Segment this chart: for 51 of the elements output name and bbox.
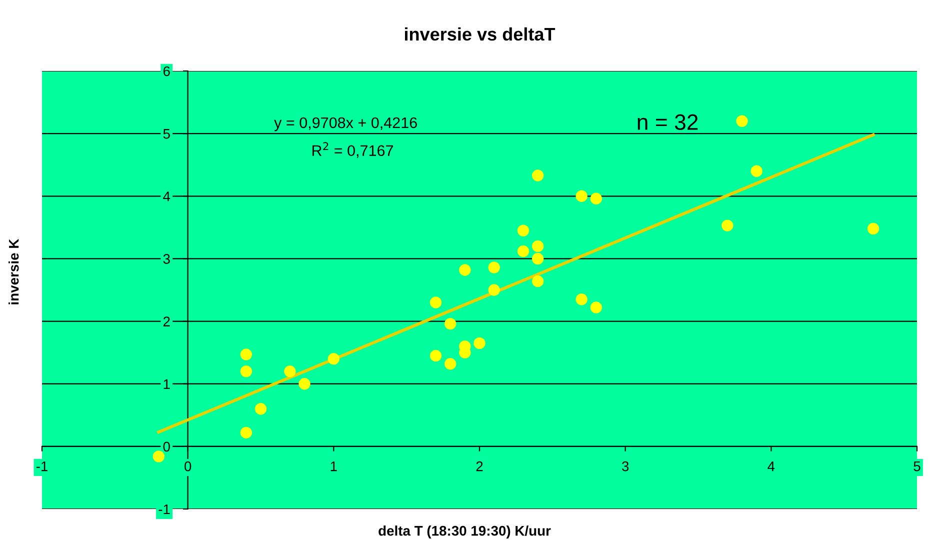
point: [722, 220, 734, 232]
point: [532, 170, 544, 182]
x-tick-label: 4: [768, 462, 775, 472]
point: [488, 284, 500, 296]
point: [152, 450, 165, 462]
point: [532, 252, 544, 265]
point: [736, 115, 748, 127]
point: [298, 378, 310, 390]
chart-title: inversie vs deltaT: [404, 27, 556, 41]
x-tick-label: 3: [622, 461, 629, 472]
x-tick-label: -1: [36, 462, 48, 472]
point: [240, 366, 252, 378]
point: [590, 302, 602, 314]
point: [532, 275, 544, 288]
annotation: n = 32: [638, 114, 698, 130]
point: [532, 240, 544, 252]
point: [488, 262, 500, 274]
y-axis-title: inversie K: [8, 238, 19, 304]
x-tick-label: 5: [914, 462, 920, 472]
x-axis-title: delta T (18:30 19:30) K/uur: [378, 526, 551, 538]
point: [254, 403, 267, 415]
point: [328, 352, 340, 365]
y-tick-label: 1: [164, 379, 170, 389]
point: [284, 366, 296, 378]
x-tick-label: 1: [330, 462, 337, 472]
y-tick-label: 6: [163, 66, 170, 76]
point: [240, 426, 252, 439]
point: [576, 190, 588, 202]
point: [430, 296, 442, 308]
point: [867, 222, 880, 235]
point: [240, 348, 252, 360]
x-tick-label: 0: [184, 461, 192, 472]
point: [517, 224, 530, 236]
point: [474, 337, 486, 350]
point: [430, 350, 442, 362]
annotation: y = 0,9708x + 0,4216: [274, 117, 417, 132]
point: [444, 358, 456, 370]
point: [444, 318, 456, 330]
point: [576, 294, 588, 306]
y-tick-label: 0: [163, 442, 170, 452]
point: [750, 165, 762, 177]
y-tick-label: -1: [158, 504, 170, 514]
point: [517, 245, 530, 258]
annotation: R$^{2}$ = 0,7167: [312, 142, 393, 158]
y-tick-label: 2: [163, 316, 170, 326]
y-tick-label: 4: [163, 192, 170, 202]
x-tick-label: 2: [476, 461, 483, 472]
point: [590, 192, 602, 204]
y-tick-label: 5: [163, 129, 170, 139]
point: [459, 264, 471, 276]
y-tick-label: 3: [163, 254, 170, 264]
